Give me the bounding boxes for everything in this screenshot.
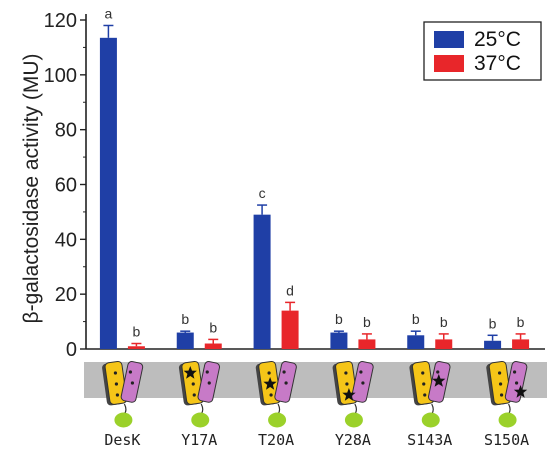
y-tick-label: 80: [55, 120, 77, 142]
cytoplasmic-domain: [344, 412, 363, 428]
bar-s143a-25c: [407, 335, 425, 349]
residue-dot: [514, 381, 519, 385]
bar-s150a-37c: [512, 339, 530, 349]
residue-dot: [191, 382, 195, 386]
significance-letter: b: [363, 314, 371, 330]
legend-swatch-25c: [434, 31, 464, 48]
y-tick-label: 40: [55, 229, 77, 251]
category-label-s150a: S150A: [484, 431, 529, 449]
legend-label-37c: 37°C: [474, 52, 521, 75]
cytoplasmic-domain: [268, 412, 287, 428]
linker: [200, 403, 204, 415]
cytoplasmic-domain: [191, 412, 210, 428]
bar-s143a-37c: [435, 339, 453, 349]
bar-t20a-25c: [253, 214, 271, 349]
labels-layer: a b DesK b b Y17A c d T20A b b Y28A b b S143A b b S150A: [104, 5, 529, 449]
category-label-y28a: Y28A: [335, 431, 371, 449]
linker: [431, 403, 434, 415]
bar-desk-25c: [99, 37, 117, 350]
bars-layer: [99, 24, 530, 350]
protein-schematic-t20a: [255, 360, 297, 428]
mutation-star-icon: [342, 388, 356, 401]
y-tick-label: 60: [55, 175, 77, 197]
residue-dot: [498, 382, 503, 386]
residue-dot: [115, 393, 120, 397]
protein-schematic-s143a: [409, 360, 451, 428]
y-tick-label: 20: [55, 284, 77, 306]
residue-dot: [267, 371, 271, 375]
residue-dot: [205, 370, 209, 374]
residue-dot: [192, 393, 196, 397]
residue-dot: [114, 382, 119, 386]
protein-schematic-s150a: [486, 360, 528, 428]
residue-dot: [345, 382, 349, 386]
protein-schematic-y17a: [178, 360, 221, 428]
residue-dot: [284, 381, 288, 385]
legend-swatch-37c: [434, 55, 464, 72]
bar-t20a-37c: [281, 310, 299, 349]
bar-s150a-25c: [484, 340, 502, 349]
protein-schematic-desk: [102, 360, 144, 428]
protein-schematic-y28a: [332, 360, 374, 428]
residue-dot: [130, 381, 135, 385]
residue-dot: [361, 381, 365, 385]
residue-dot: [282, 370, 286, 374]
bar-y28a-37c: [358, 339, 376, 349]
membrane-band: [84, 362, 547, 398]
y-tick-label: 100: [44, 65, 77, 87]
y-tick-label: 120: [44, 10, 77, 32]
cytoplasmic-domain: [498, 412, 517, 428]
significance-letter: b: [133, 324, 141, 340]
schematic-icons: [84, 360, 547, 428]
linker: [354, 403, 358, 415]
significance-letter: b: [209, 319, 217, 335]
bar-y28a-25c: [330, 332, 348, 349]
residue-dot: [422, 382, 426, 386]
linker: [277, 403, 281, 415]
residue-dot: [436, 370, 440, 374]
significance-letter: b: [489, 315, 497, 331]
category-label-s143a: S143A: [407, 431, 452, 449]
significance-letter: a: [105, 5, 113, 21]
significance-letter: b: [335, 311, 343, 327]
mutation-star-icon: [263, 377, 277, 390]
residue-dot: [421, 371, 425, 375]
y-axis-label: β-galactosidase activity (MU): [20, 54, 43, 324]
residue-dot: [499, 393, 504, 397]
residue-dot: [423, 393, 427, 397]
significance-letter: b: [412, 311, 420, 327]
category-label-desk: DesK: [104, 431, 140, 449]
category-label-y17a: Y17A: [181, 431, 217, 449]
linker: [123, 403, 127, 415]
residue-dot: [344, 371, 348, 375]
significance-letter: d: [286, 282, 294, 298]
legend-label-25c: 25°C: [474, 28, 521, 51]
cytoplasmic-domain: [114, 412, 133, 428]
cytoplasmic-domain: [421, 412, 440, 428]
residue-dot: [497, 371, 502, 375]
residue-dot: [207, 381, 211, 385]
bar-desk-37c: [127, 346, 145, 349]
significance-letter: b: [440, 314, 448, 330]
residue-dot: [269, 393, 273, 397]
bar-y17a-37c: [204, 343, 222, 349]
category-label-t20a: T20A: [258, 431, 294, 449]
residue-dot: [359, 370, 363, 374]
linker: [508, 403, 511, 415]
bar-y17a-25c: [176, 332, 194, 349]
significance-letter: c: [259, 185, 266, 201]
mutation-star-icon: [513, 385, 528, 398]
significance-letter: b: [181, 311, 189, 327]
residue-dot: [128, 370, 133, 374]
y-tick-label: 0: [66, 339, 77, 361]
residue-dot: [113, 371, 118, 375]
residue-dot: [512, 370, 517, 374]
mutation-star-icon: [432, 374, 446, 387]
legend: 25°C37°C: [423, 21, 542, 81]
significance-letter: b: [517, 314, 525, 330]
mutation-star-icon: [183, 366, 197, 379]
